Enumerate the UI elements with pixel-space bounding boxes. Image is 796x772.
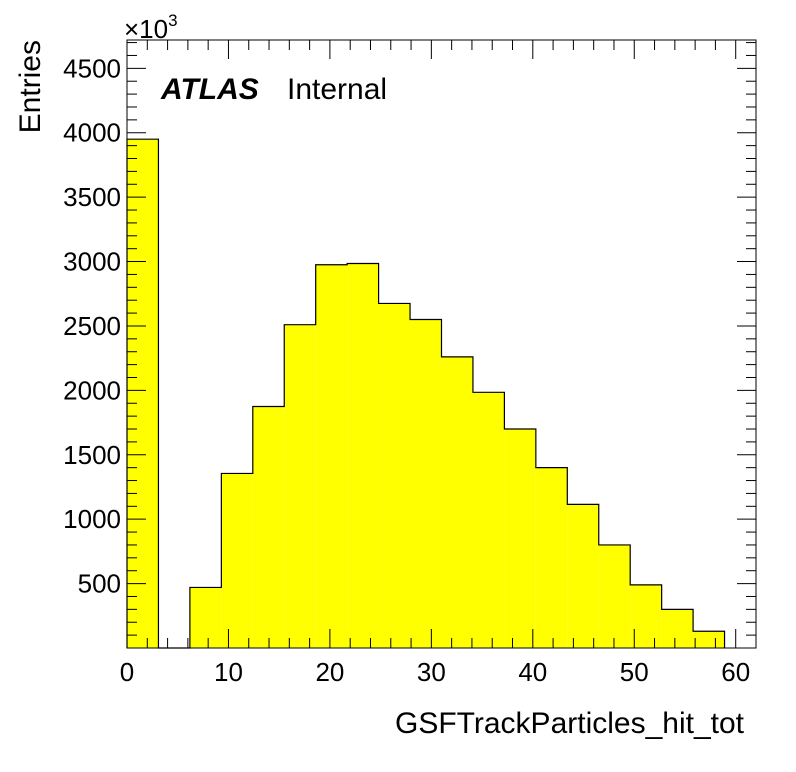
histogram-bar (189, 587, 222, 648)
histogram-bar (472, 392, 505, 648)
x-tick-label: 60 (721, 657, 750, 687)
y-tick-label: 4000 (63, 118, 121, 148)
x-axis-ticks: 0 10 20 30 40 50 60 (120, 40, 757, 687)
y-tick-label: 4500 (63, 53, 121, 83)
x-tick-label: 30 (417, 657, 446, 687)
histogram-bar (347, 263, 379, 648)
histogram-bar (630, 584, 662, 648)
y-tick-label: 1000 (63, 504, 121, 534)
y-multiplier-label: ×103 (124, 11, 178, 44)
histogram-bar (127, 139, 159, 648)
histogram-bar (410, 319, 442, 648)
histogram-bar (252, 406, 285, 648)
internal-label: Internal (287, 73, 387, 106)
y-tick-label: 2500 (63, 311, 121, 341)
histogram-bar (504, 429, 536, 648)
histogram-outline (126, 138, 726, 649)
plot-frame (126, 39, 757, 649)
x-tick-label: 0 (120, 657, 134, 687)
histogram-bar (284, 324, 316, 648)
y-multiplier-exponent: 3 (168, 11, 177, 30)
x-tick-label: 50 (620, 657, 649, 687)
x-tick-label: 40 (518, 657, 547, 687)
y-tick-label: 3500 (63, 182, 121, 212)
x-tick-label: 10 (214, 657, 243, 687)
y-tick-label: 3000 (63, 247, 121, 277)
histogram-bar (315, 264, 348, 648)
histogram-bar (661, 609, 694, 648)
y-tick-label: 500 (78, 569, 121, 599)
x-axis-label: GSFTrackParticles_hit_tot (395, 707, 745, 740)
histogram-bar (693, 631, 725, 648)
atlas-label: ATLAS (160, 73, 259, 106)
histogram-bar (535, 467, 568, 648)
x-tick-label: 20 (315, 657, 344, 687)
y-tick-label: 2000 (63, 375, 121, 405)
y-axis-label: Entries (14, 40, 47, 133)
histogram-bar (221, 473, 253, 648)
histogram-bar (598, 544, 631, 648)
y-tick-label: 1500 (63, 440, 121, 470)
y-axis-ticks: 500 1000 1500 2000 2500 3000 3500 4000 4500 (63, 42, 756, 636)
histogram-bars (126, 138, 726, 649)
histogram-bar (378, 303, 411, 648)
histogram-bar (441, 356, 473, 648)
histogram-bar (567, 504, 599, 648)
